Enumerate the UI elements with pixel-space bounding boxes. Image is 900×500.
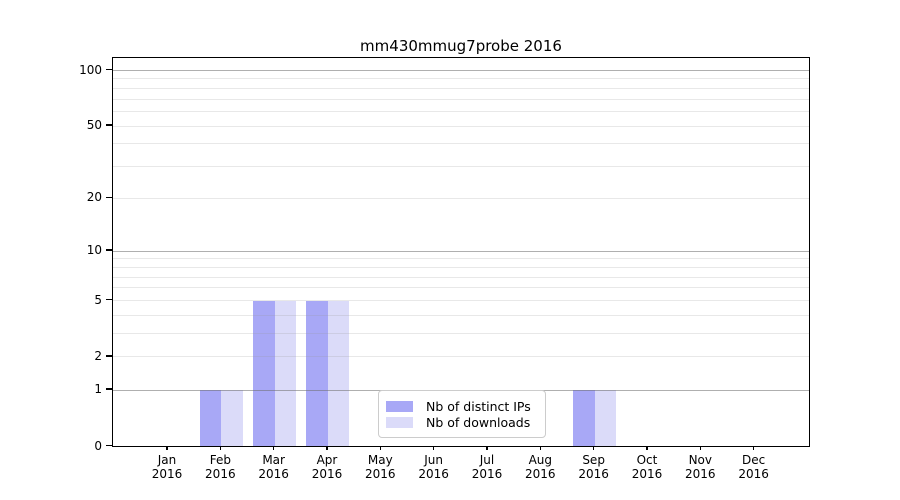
bar-downloads xyxy=(327,300,350,447)
x-tick-label: Nov 2016 xyxy=(670,453,730,482)
x-tick-mark xyxy=(752,445,755,450)
x-tick-label: Mar 2016 xyxy=(244,453,304,482)
minor-gridline xyxy=(113,258,809,260)
minor-gridline xyxy=(113,287,809,289)
x-tick-year: 2016 xyxy=(365,467,396,481)
minor-gridline xyxy=(113,314,809,316)
plot-area: Nb of distinct IPs Nb of downloads xyxy=(112,57,810,447)
y-tick-mark xyxy=(105,196,112,199)
y-tick-label: 100 xyxy=(79,62,102,77)
legend-label-downloads: Nb of downloads xyxy=(426,414,531,430)
x-tick-year: 2016 xyxy=(578,467,609,481)
bar-downloads xyxy=(221,390,243,447)
bar-distinct-ips xyxy=(573,390,595,447)
x-tick-label: Apr 2016 xyxy=(297,453,357,482)
x-tick-mark xyxy=(539,445,541,450)
minor-gridline xyxy=(113,143,809,145)
bar-distinct-ips xyxy=(253,300,275,447)
major-gridline xyxy=(113,250,809,252)
x-tick-year: 2016 xyxy=(471,467,503,481)
y-tick-mark xyxy=(105,298,112,301)
x-tick-mark xyxy=(326,445,328,450)
x-tick-mark xyxy=(592,445,595,450)
bar-distinct-ips xyxy=(199,390,222,447)
y-tick-mark xyxy=(105,68,112,71)
minor-gridline xyxy=(113,166,809,168)
minor-gridline xyxy=(113,333,809,335)
bar-downloads xyxy=(274,300,297,447)
legend-swatch-distinct-ips-icon xyxy=(386,400,413,412)
x-tick-mark xyxy=(272,445,275,450)
x-tick-label: Jul 2016 xyxy=(457,453,517,482)
x-tick-year: 2016 xyxy=(205,467,236,481)
y-tick-label: 50 xyxy=(86,118,102,133)
x-tick-label: Feb 2016 xyxy=(190,453,250,482)
x-tick-year: 2016 xyxy=(631,467,663,481)
x-tick-year: 2016 xyxy=(258,467,289,481)
minor-gridline xyxy=(113,276,809,278)
minor-gridline xyxy=(113,300,809,302)
legend-swatch-downloads-icon xyxy=(386,416,413,428)
legend-label-distinct-ips: Nb of distinct IPs xyxy=(426,398,531,414)
y-tick-mark xyxy=(105,249,112,251)
y-tick-label: 20 xyxy=(86,190,102,205)
x-tick-year: 2016 xyxy=(418,467,449,481)
x-tick-label: Jun 2016 xyxy=(404,453,464,482)
x-tick-label: Jan 2016 xyxy=(137,453,197,482)
legend-item-distinct-ips: Nb of distinct IPs xyxy=(386,398,535,414)
y-tick-label: 2 xyxy=(94,348,102,363)
x-tick-mark xyxy=(646,445,648,450)
x-tick-mark xyxy=(699,445,701,450)
x-tick-year: 2016 xyxy=(685,467,716,481)
x-tick-mark xyxy=(486,445,488,450)
y-tick-mark xyxy=(105,124,112,126)
x-tick-label: Sep 2016 xyxy=(564,453,624,482)
minor-gridline xyxy=(113,356,809,358)
legend-item-downloads: Nb of downloads xyxy=(386,414,535,430)
bar-distinct-ips xyxy=(306,300,328,447)
x-tick-year: 2016 xyxy=(151,467,183,481)
minor-gridline xyxy=(113,111,809,113)
y-tick-mark xyxy=(105,388,112,390)
x-tick-label: Dec 2016 xyxy=(724,453,784,482)
minor-gridline xyxy=(113,125,809,127)
x-tick-mark xyxy=(166,445,168,450)
x-tick-label: Aug 2016 xyxy=(510,453,570,482)
chart-title: mm430mmug7probe 2016 xyxy=(360,37,562,55)
major-gridline xyxy=(113,70,809,72)
y-tick-mark xyxy=(105,355,112,357)
legend: Nb of distinct IPs Nb of downloads xyxy=(378,390,546,438)
bar-downloads xyxy=(594,390,617,447)
y-tick-label: 5 xyxy=(94,292,102,307)
x-tick-mark xyxy=(379,445,381,450)
minor-gridline xyxy=(113,197,809,199)
x-tick-mark xyxy=(219,445,222,450)
x-tick-label: Oct 2016 xyxy=(617,453,677,482)
minor-gridline xyxy=(113,87,809,89)
y-tick-label: 0 xyxy=(94,438,102,453)
minor-gridline xyxy=(113,266,809,268)
x-tick-year: 2016 xyxy=(311,467,343,481)
minor-gridline xyxy=(113,78,809,80)
x-tick-label: May 2016 xyxy=(350,453,410,482)
x-tick-mark xyxy=(432,445,435,450)
minor-gridline xyxy=(113,98,809,100)
x-tick-year: 2016 xyxy=(738,467,769,481)
y-tick-label: 1 xyxy=(94,382,102,397)
y-tick-mark xyxy=(105,444,112,447)
x-tick-year: 2016 xyxy=(525,467,556,481)
y-tick-label: 10 xyxy=(86,243,102,258)
